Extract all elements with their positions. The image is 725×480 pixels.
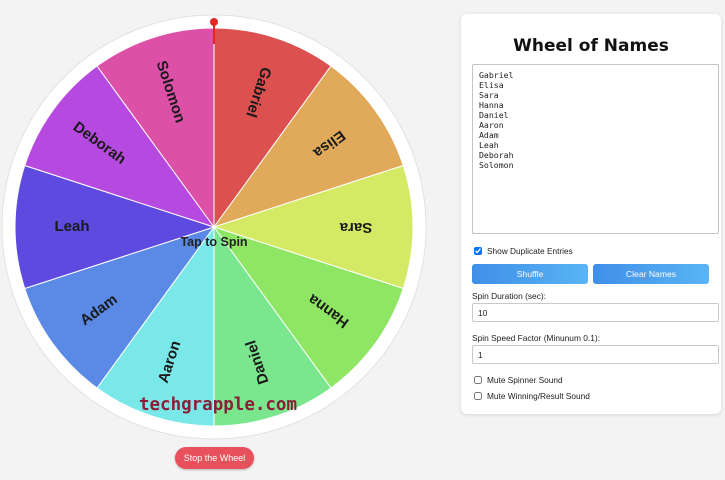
wheel-segment-daniel [213, 225, 332, 427]
mute-winning-label: Mute Winning/Result Sound [487, 391, 590, 401]
mute-winning-row[interactable]: Mute Winning/Result Sound [472, 391, 590, 401]
wheel-segment-sara [212, 164, 414, 290]
spin-speed-label: Spin Speed Factor (Minunum 0.1): [472, 333, 601, 343]
wheel-segment-adam [24, 226, 216, 389]
settings-panel: Wheel of Names Gabriel Elisa Sara Hanna … [461, 14, 721, 414]
tap-to-spin-label[interactable]: Tap to Spin [180, 235, 247, 249]
watermark-text: techgrapple.com [139, 395, 297, 415]
wheel-segment-deborah [24, 65, 216, 228]
mute-spinner-checkbox[interactable] [474, 376, 482, 384]
mute-spinner-label: Mute Spinner Sound [487, 375, 563, 385]
names-textarea[interactable]: Gabriel Elisa Sara Hanna Daniel Aaron Ad… [472, 64, 719, 234]
wheel-segment-hanna [212, 226, 404, 389]
wheel-label-leah: Leah [54, 218, 89, 235]
wheel-segments: GabrielElisaSaraHannaDanielAaronAdamLeah… [14, 27, 414, 427]
spin-duration-input[interactable] [472, 303, 719, 322]
shuffle-button[interactable]: Shuffle [472, 264, 588, 284]
wheel-area: Gabriel Elisa Sara Hanna Daniel Aaron Adam Leah… [0, 0, 440, 480]
stop-wheel-button[interactable]: Stop the Wheel [175, 447, 254, 469]
spin-speed-input[interactable] [472, 345, 719, 364]
wheel-segment-gabriel [213, 27, 332, 229]
wheel-segment-aaron [96, 225, 215, 427]
wheel-segment-elisa [212, 65, 404, 228]
show-duplicates-checkbox[interactable] [474, 247, 482, 255]
show-duplicates-row[interactable]: Show Duplicate Entries [472, 246, 573, 256]
pointer-icon [210, 18, 218, 44]
spin-duration-label: Spin Duration (sec): [472, 291, 547, 301]
wheel-segment-solomon [96, 27, 215, 229]
clear-names-button[interactable]: Clear Names [593, 264, 709, 284]
wheel-segment-leah [14, 164, 216, 290]
mute-spinner-row[interactable]: Mute Spinner Sound [472, 375, 563, 385]
panel-title: Wheel of Names [513, 36, 669, 56]
mute-winning-checkbox[interactable] [474, 392, 482, 400]
show-duplicates-label: Show Duplicate Entries [487, 246, 573, 256]
name-wheel[interactable]: GabrielElisaSaraHannaDanielAaronAdamLeah… [0, 0, 440, 480]
wheel-label-sara: Sara [339, 219, 372, 236]
